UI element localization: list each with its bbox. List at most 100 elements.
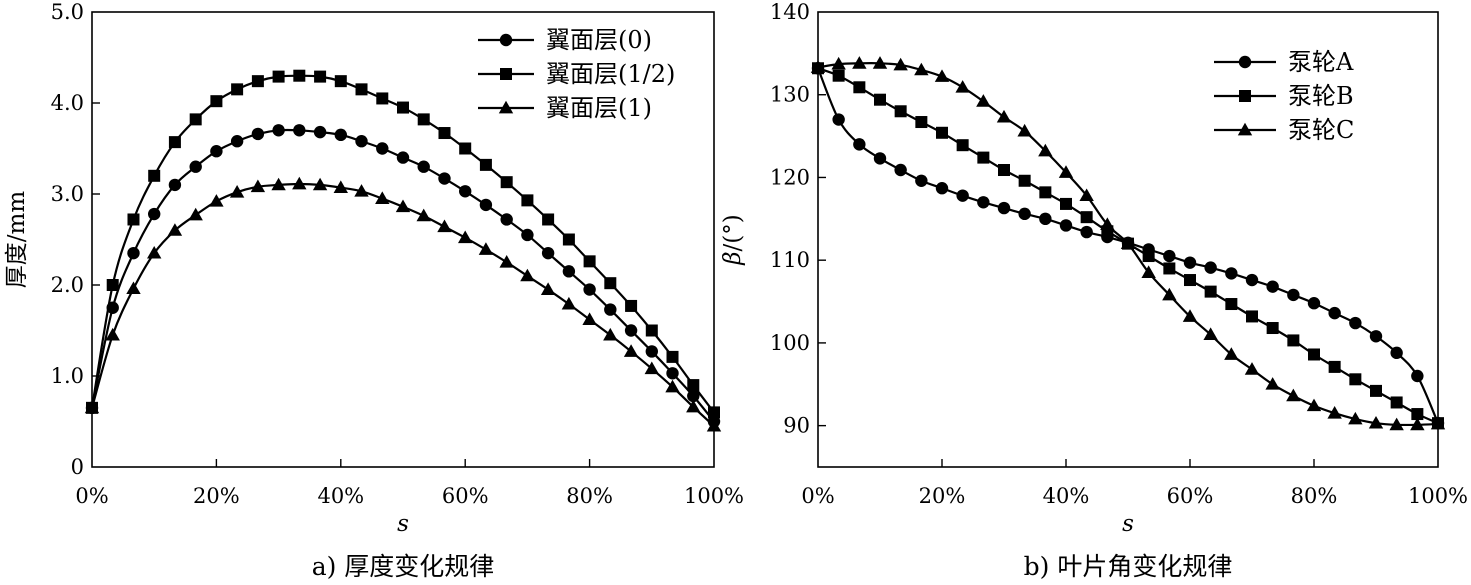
data-point [479,198,493,212]
x-tick-label: 100% [1408,484,1468,508]
x-tick-label: 80% [1291,484,1338,508]
data-point [1060,197,1072,210]
x-tick-label: 0% [801,484,834,508]
y-tick-label: 2.0 [51,273,84,297]
data-point [1058,165,1074,178]
y-tick-label: 140 [770,0,810,24]
data-point [1142,250,1155,263]
data-point [1328,306,1341,320]
data-point [438,172,451,185]
y-tick-label: 90 [783,414,810,438]
legend-label: 翼面层(0) [546,26,652,54]
data-point [395,199,411,213]
data-point [521,228,534,242]
y-tick-label: 110 [770,248,810,272]
data-point [397,101,409,114]
data-point [956,189,969,202]
data-point [396,151,410,164]
data-point [1203,327,1218,341]
legend-entry: 泵轮B [1214,82,1354,110]
data-point [1349,316,1362,330]
x-tick-label: 20% [193,484,240,508]
panel-blade-angle: 0% 20% 40% 60% 80% 100% 90 100 110 120 130 140 s β/(°… [720,0,1468,581]
data-point [1184,274,1196,287]
legend-marker [1239,90,1251,102]
legend-entry: 泵轮A [1214,48,1354,76]
data-point [873,152,887,165]
data-point [147,245,162,259]
data-point [934,69,950,82]
data-point [665,379,680,393]
data-point [687,389,700,403]
data-point [1038,143,1053,157]
data-point [230,135,244,148]
legend-marker [1238,55,1252,69]
data-point [1141,265,1156,278]
data-point [375,191,390,204]
data-point [645,324,658,337]
panel-caption: b) 叶片角变化规律 [1024,552,1233,580]
data-point [314,70,327,83]
x-tick-label: 0% [75,484,108,508]
data-point [1245,273,1259,287]
data-point [644,361,659,375]
data-point [872,56,888,69]
series-line [90,128,715,423]
legend-marker [499,33,513,47]
data-point [708,406,720,419]
data-point [1286,388,1301,402]
y-tick-label: 120 [770,165,810,189]
data-point [1120,236,1136,250]
panel-caption: a) 厚度变化规律 [312,552,495,580]
data-point [251,127,265,141]
data-point [541,246,555,260]
data-point [894,163,907,177]
data-point [1287,334,1300,347]
data-point [355,135,368,148]
data-point [459,142,472,155]
data-point [1163,262,1176,275]
data-point [582,312,597,325]
legend-marker [498,100,514,114]
data-point [459,185,472,198]
legend-entry: 翼面层(1) [478,94,652,122]
legend-label: 翼面层(1/2) [546,60,675,88]
data-point [686,399,701,413]
data-point [1306,398,1322,412]
data-point [1059,219,1073,232]
series-3 [810,56,1446,431]
data-point [915,116,928,129]
legend-label: 泵轮A [1288,48,1354,76]
y-tick-label: 4.0 [51,91,84,115]
data-point [894,105,907,118]
data-point [1080,211,1093,224]
y-tick-label: 130 [770,83,810,107]
data-point [914,62,929,76]
data-point [1265,377,1280,390]
data-point [127,213,140,226]
x-tick-label: 60% [1167,484,1214,508]
x-tick-label: 20% [919,484,966,508]
data-point [271,177,286,191]
legend-label: 泵轮B [1288,82,1354,110]
data-point [852,56,867,69]
data-point [810,60,826,73]
data-point [229,184,245,198]
data-point [1349,373,1362,386]
data-point [355,83,368,96]
data-point [977,196,990,209]
data-point [334,75,347,88]
data-point [955,80,970,93]
series-line [90,74,715,414]
data-point [1100,217,1115,231]
data-point [583,283,596,296]
data-point [106,279,119,291]
series-2 [812,62,1444,430]
data-point [1327,406,1342,419]
data-point [1162,287,1177,301]
series-3 [84,176,722,432]
data-point [376,92,389,105]
data-point [210,145,223,158]
data-point [562,265,576,278]
